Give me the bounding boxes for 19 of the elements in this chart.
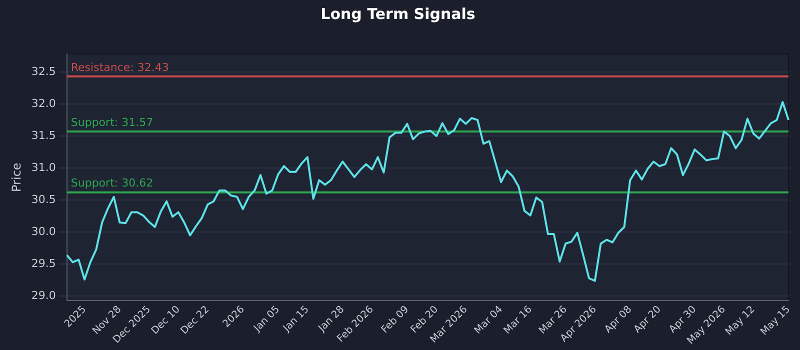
ref-line-label: Support: 31.57 <box>70 116 154 129</box>
y-tick-label: 32.5 <box>31 64 56 78</box>
x-tick-label: Feb 09 <box>380 304 412 336</box>
x-tick-label: Apr 08 <box>602 304 634 336</box>
y-tick-label: 32.0 <box>31 96 56 110</box>
y-tick-label: 29.0 <box>31 289 56 302</box>
chart-title: Long Term Signals <box>320 4 476 23</box>
y-tick-label: 30.0 <box>31 224 56 238</box>
ref-line-label: Support: 30.62 <box>70 176 154 190</box>
x-tick-label: Dec 22 <box>178 304 212 337</box>
y-tick-label: 30.5 <box>31 192 56 206</box>
x-tick-label: Apr 20 <box>632 304 664 336</box>
y-tick-label: 29.5 <box>31 256 56 270</box>
y-tick-label: 31.5 <box>31 128 56 142</box>
y-axis-title: Price <box>9 162 24 192</box>
x-tick-label: Jan 05 <box>251 304 282 335</box>
x-tick-label: Jan 15 <box>280 304 312 335</box>
ref-line-label: Resistance: 32.43 <box>70 60 169 74</box>
y-tick-label: 31.0 <box>31 160 56 174</box>
